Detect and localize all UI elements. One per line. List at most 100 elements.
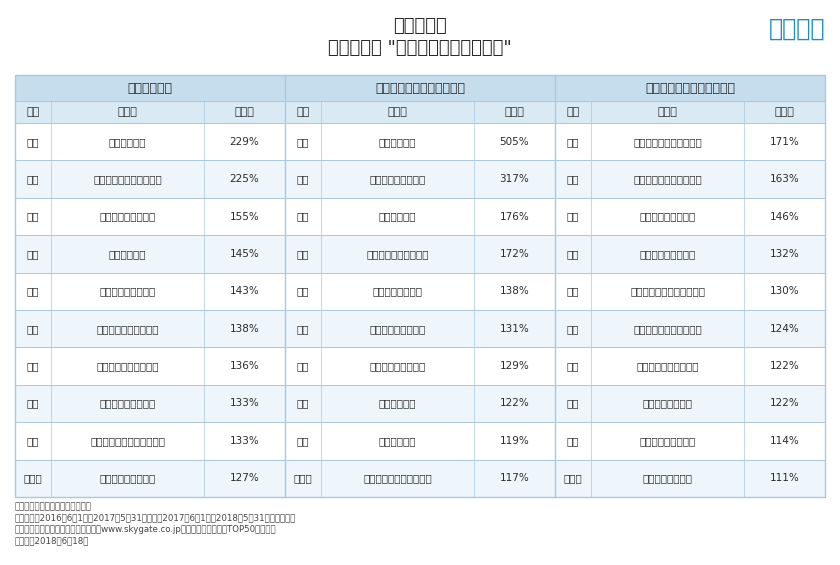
Bar <box>15 101 285 123</box>
Text: ７位: ７位 <box>27 361 39 371</box>
Bar <box>555 160 825 198</box>
Text: 114%: 114% <box>769 436 800 446</box>
Text: 225%: 225% <box>229 174 260 184</box>
Text: １０位: １０位 <box>294 473 312 483</box>
Text: 大邱（韓国）: 大邱（韓国） <box>379 211 417 221</box>
Text: 146%: 146% <box>769 211 800 221</box>
Bar <box>285 75 555 101</box>
Text: 229%: 229% <box>229 137 260 147</box>
Bar <box>285 160 555 198</box>
Text: ３位: ３位 <box>27 211 39 221</box>
Bar <box>15 235 285 272</box>
Text: ハノイ（ベトナム）: ハノイ（ベトナム） <box>370 361 426 371</box>
Text: 順位: 順位 <box>297 107 310 117</box>
Text: デリー（インド）: デリー（インド） <box>643 473 693 483</box>
Text: 対象サービス：日本発海外航空券: 対象サービス：日本発海外航空券 <box>15 502 92 511</box>
Bar <box>285 422 555 459</box>
Text: ５位: ５位 <box>297 286 309 296</box>
Text: ローマ（イタリア）: ローマ（イタリア） <box>100 211 156 221</box>
Bar <box>285 235 555 272</box>
Text: 対象エリア：対象期間中のエアトリ（www.skygate.co.jp）における予約件数TOP50の目的地: 対象エリア：対象期間中のエアトリ（www.skygate.co.jp）における予… <box>15 525 276 534</box>
Text: ２位: ２位 <box>297 174 309 184</box>
Text: ５位: ５位 <box>27 286 39 296</box>
Bar <box>555 422 825 459</box>
Text: 122%: 122% <box>500 398 529 408</box>
Bar <box>15 310 285 347</box>
Text: 前年比: 前年比 <box>505 107 524 117</box>
Text: １位: １位 <box>297 137 309 147</box>
Text: 163%: 163% <box>769 174 800 184</box>
Bar <box>15 198 285 235</box>
Text: 119%: 119% <box>500 436 529 446</box>
Bar <box>15 75 285 101</box>
Text: 調査日：2018年6月18日: 調査日：2018年6月18日 <box>15 537 89 545</box>
Text: 西安（中国）: 西安（中国） <box>109 249 146 259</box>
Text: ４位: ４位 <box>567 249 580 259</box>
Text: 「福岡空港」: 「福岡空港」 <box>128 81 172 94</box>
Text: ダナン（ベトナム）: ダナン（ベトナム） <box>639 249 696 259</box>
Bar <box>285 310 555 347</box>
Bar <box>15 160 285 198</box>
Text: 131%: 131% <box>500 324 529 334</box>
Text: ８位: ８位 <box>567 398 580 408</box>
Text: １位: １位 <box>567 137 580 147</box>
Text: ローマ（イタリア）: ローマ（イタリア） <box>639 211 696 221</box>
Bar <box>285 198 555 235</box>
Text: 138%: 138% <box>229 324 260 334</box>
Text: 都市名: 都市名 <box>388 107 407 117</box>
Bar <box>15 385 285 422</box>
Bar <box>555 459 825 497</box>
Text: ハノイ（ベトナム）: ハノイ（ベトナム） <box>639 436 696 446</box>
Bar <box>285 459 555 497</box>
Text: 176%: 176% <box>500 211 529 221</box>
Text: 都市名: 都市名 <box>118 107 138 117</box>
Text: エアトリ: エアトリ <box>769 17 825 41</box>
Bar <box>555 385 825 422</box>
Text: ８位: ８位 <box>297 398 309 408</box>
Bar <box>555 235 825 272</box>
Bar <box>15 459 285 497</box>
Bar <box>15 123 285 160</box>
Bar <box>555 347 825 385</box>
Text: ３位: ３位 <box>567 211 580 221</box>
Bar <box>15 422 285 459</box>
Text: バルセロナ（スペイン）: バルセロナ（スペイン） <box>633 174 702 184</box>
Text: ホノルル（アメリカ）: ホノルル（アメリカ） <box>366 249 429 259</box>
Text: 171%: 171% <box>769 137 800 147</box>
Text: ４位: ４位 <box>27 249 39 259</box>
Text: ８位: ８位 <box>27 398 39 408</box>
Bar <box>15 75 825 497</box>
Text: フランクフルト（ドイツ）: フランクフルト（ドイツ） <box>630 286 706 296</box>
Text: ２位: ２位 <box>27 174 39 184</box>
Text: 済州（韓国）: 済州（韓国） <box>109 137 146 147</box>
Bar <box>555 123 825 160</box>
Text: ホノルル（アメリカ）: ホノルル（アメリカ） <box>97 361 159 371</box>
Text: 138%: 138% <box>500 286 529 296</box>
Text: 「愛知（中部国際空港）」: 「愛知（中部国際空港）」 <box>645 81 735 94</box>
Text: 133%: 133% <box>229 398 260 408</box>
Bar <box>15 347 285 385</box>
Text: 済州（韓国）: 済州（韓国） <box>379 137 417 147</box>
Text: 127%: 127% <box>229 473 260 483</box>
Text: 国内空港別: 国内空港別 <box>393 17 447 35</box>
Text: マニラ（フィリピン）: マニラ（フィリピン） <box>97 324 159 334</box>
Text: ハノイ（ベトナム）: ハノイ（ベトナム） <box>100 473 156 483</box>
Text: 前年比: 前年比 <box>774 107 795 117</box>
Text: 129%: 129% <box>500 361 529 371</box>
Text: 都市名: 都市名 <box>658 107 678 117</box>
Text: ホノルル（アメリカ）: ホノルル（アメリカ） <box>637 361 699 371</box>
Text: ミラノ（イタリア）: ミラノ（イタリア） <box>100 286 156 296</box>
Text: ローマ（イタリア）: ローマ（イタリア） <box>370 324 426 334</box>
Text: ダナン（ベトナム）: ダナン（ベトナム） <box>370 174 426 184</box>
Text: ５位: ５位 <box>567 286 580 296</box>
Text: 505%: 505% <box>500 137 529 147</box>
Text: 155%: 155% <box>229 211 260 221</box>
Text: 124%: 124% <box>769 324 800 334</box>
Bar <box>555 272 825 310</box>
Text: 111%: 111% <box>769 473 800 483</box>
Bar <box>555 75 825 101</box>
Text: ６位: ６位 <box>567 324 580 334</box>
Text: ９位: ９位 <box>297 436 309 446</box>
Text: 145%: 145% <box>229 249 260 259</box>
Text: 前年比: 前年比 <box>234 107 255 117</box>
